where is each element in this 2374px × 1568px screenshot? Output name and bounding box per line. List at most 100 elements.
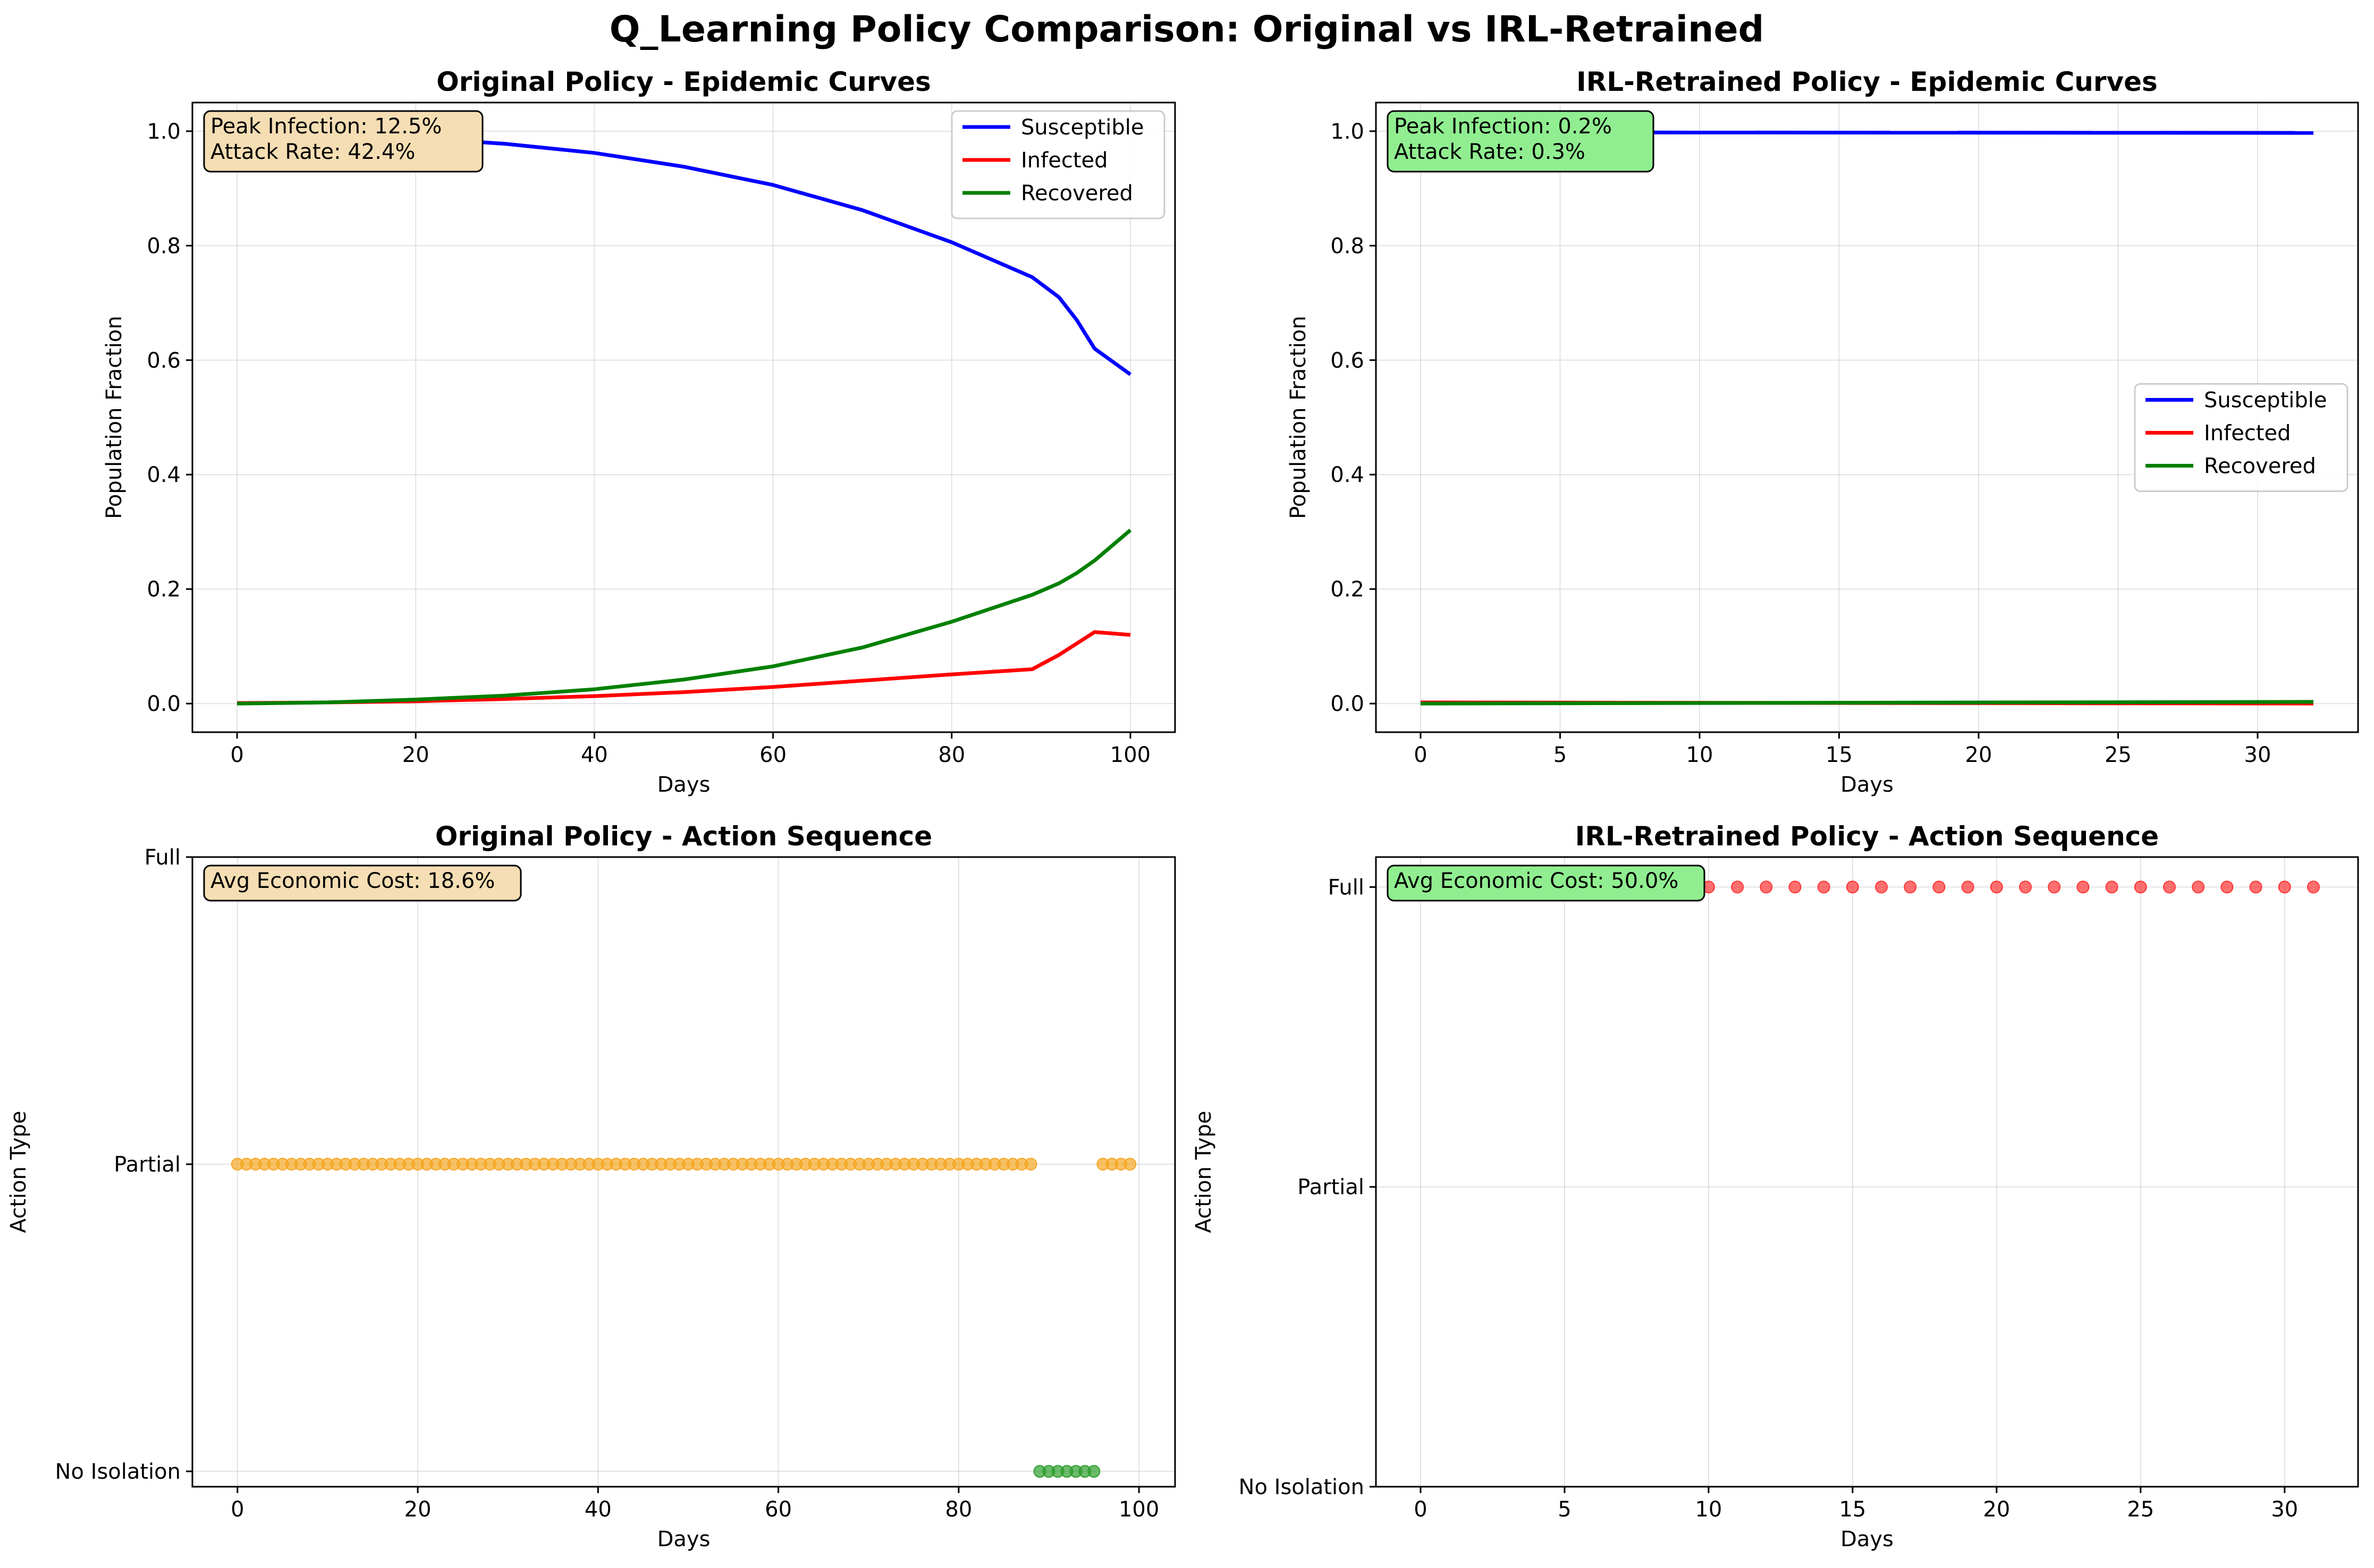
x-tick-label: 60: [765, 1497, 792, 1522]
annotation-box: [203, 864, 522, 902]
axes-frame: [191, 101, 1176, 733]
x-tick-label: 100: [1119, 1497, 1159, 1522]
y-axis-label: Action Type: [6, 1111, 31, 1233]
annotation-box: [1387, 864, 1705, 902]
x-tick-label: 10: [1695, 1497, 1722, 1522]
action-point-full: [1932, 880, 1946, 894]
action-point-full: [1961, 880, 1974, 894]
y-tick-label: Partial: [114, 1152, 181, 1177]
y-tick-label: No Isolation: [1239, 1475, 1364, 1499]
panel-orig_act: 0 20 40 60 80 100 No Isolation Partial Full Origi…: [6, 821, 1176, 1552]
action-point-full: [2192, 880, 2205, 894]
x-axis-label: Days: [657, 773, 711, 797]
action-point-full: [2307, 880, 2320, 894]
y-tick-label: 0.0: [1330, 692, 1364, 716]
action-point-partial: [1123, 1158, 1137, 1171]
y-axis-label: Population Fraction: [102, 316, 126, 519]
y-tick-label: 0.6: [1330, 349, 1364, 373]
x-tick-label: 20: [1983, 1497, 2010, 1522]
annotation-text: Peak Infection: 0.2%: [1394, 114, 1612, 139]
annotation-text: Attack Rate: 42.4%: [210, 140, 415, 164]
action-point-full: [1904, 880, 1917, 894]
action-point-full: [2019, 880, 2032, 894]
legend-label: Recovered: [1021, 181, 1133, 206]
x-tick-label: 20: [1965, 743, 1992, 767]
action-point-full: [2278, 880, 2291, 894]
series-line-recovered: [1420, 700, 2314, 706]
x-tick-label: 10: [1686, 743, 1713, 767]
panel-irl_act: 0 5 10 15 20 25 30 No Isolation Partial Full IRL-R…: [1192, 821, 2359, 1552]
y-tick-label: 1.0: [1330, 120, 1364, 144]
x-tick-label: 30: [2244, 743, 2271, 767]
x-tick-label: 80: [945, 1497, 972, 1522]
panel-orig_epi: 0 20 40 60 80 100 0.0 0.2 0.4 0.6 0.8 1.0 Original P…: [102, 66, 1176, 797]
y-tick-label: 0.8: [1330, 234, 1364, 258]
axes-frame: [1375, 856, 2359, 1488]
x-tick-label: 15: [1826, 743, 1853, 767]
x-tick-label: 0: [1414, 1497, 1427, 1522]
axes-frame: [191, 856, 1176, 1488]
panel-title: IRL-Retrained Policy - Epidemic Curves: [1576, 66, 2158, 97]
action-point-no-isolation: [1087, 1465, 1101, 1478]
y-tick-label: 0.4: [1330, 463, 1364, 487]
action-point-full: [2163, 880, 2176, 894]
x-tick-label: 0: [231, 1497, 244, 1522]
y-tick-label: Full: [1328, 875, 1364, 900]
action-point-full: [2076, 880, 2090, 894]
y-tick-label: 0.2: [1330, 578, 1364, 602]
x-tick-label: 40: [585, 1497, 612, 1522]
y-tick-label: 0.0: [147, 692, 181, 716]
x-tick-label: 30: [2271, 1497, 2298, 1522]
x-tick-label: 5: [1553, 743, 1567, 767]
annotation-text: Peak Infection: 12.5%: [210, 114, 442, 139]
panel-title: Original Policy - Epidemic Curves: [436, 66, 931, 97]
panel-title: IRL-Retrained Policy - Action Sequence: [1575, 821, 2159, 852]
action-point-full: [2134, 880, 2147, 894]
x-tick-label: 80: [938, 743, 965, 767]
y-tick-label: 0.6: [147, 349, 181, 373]
annotation-text: Avg Economic Cost: 50.0%: [1394, 869, 1678, 893]
x-tick-label: 20: [404, 1497, 432, 1522]
legend-label: Susceptible: [1021, 115, 1144, 140]
x-axis-label: Days: [1840, 1527, 1894, 1552]
action-point-full: [2105, 880, 2118, 894]
y-tick-label: No Isolation: [55, 1460, 181, 1484]
series-line-infected: [236, 630, 1131, 705]
annotation-box: [203, 110, 484, 173]
y-tick-label: Full: [145, 845, 181, 870]
y-tick-label: 1.0: [147, 120, 181, 144]
action-point-full: [1788, 880, 1802, 894]
action-point-full: [1846, 880, 1859, 894]
x-tick-label: 15: [1839, 1497, 1866, 1522]
y-tick-label: 0.2: [147, 578, 181, 602]
action-point-full: [2220, 880, 2234, 894]
x-tick-label: 40: [581, 743, 608, 767]
series-line-recovered: [236, 529, 1132, 706]
annotation-text: Avg Economic Cost: 18.6%: [210, 869, 495, 893]
x-tick-label: 5: [1558, 1497, 1571, 1522]
y-axis-label: Action Type: [1192, 1111, 1216, 1233]
x-tick-label: 20: [402, 743, 429, 767]
legend-label: Infected: [1021, 148, 1108, 173]
axes-frame: [1375, 101, 2359, 733]
action-point-partial: [1024, 1158, 1037, 1171]
y-tick-label: 0.8: [147, 234, 181, 258]
legend-label: Recovered: [2204, 454, 2316, 479]
x-tick-label: 25: [2105, 743, 2132, 767]
y-axis-label: Population Fraction: [1286, 316, 1311, 519]
annotation-box: [1387, 110, 1654, 173]
annotation-text: Attack Rate: 0.3%: [1394, 140, 1585, 164]
x-tick-label: 0: [230, 743, 243, 767]
action-point-full: [2249, 880, 2262, 894]
panel-title: Original Policy - Action Sequence: [435, 821, 932, 852]
y-tick-label: Partial: [1297, 1175, 1364, 1200]
x-axis-label: Days: [1840, 773, 1894, 797]
x-tick-label: 100: [1110, 743, 1151, 767]
legend-label: Susceptible: [2204, 388, 2327, 413]
x-tick-label: 0: [1414, 743, 1427, 767]
action-point-full: [1817, 880, 1830, 894]
action-point-full: [1875, 880, 1888, 894]
action-point-full: [1731, 880, 1744, 894]
